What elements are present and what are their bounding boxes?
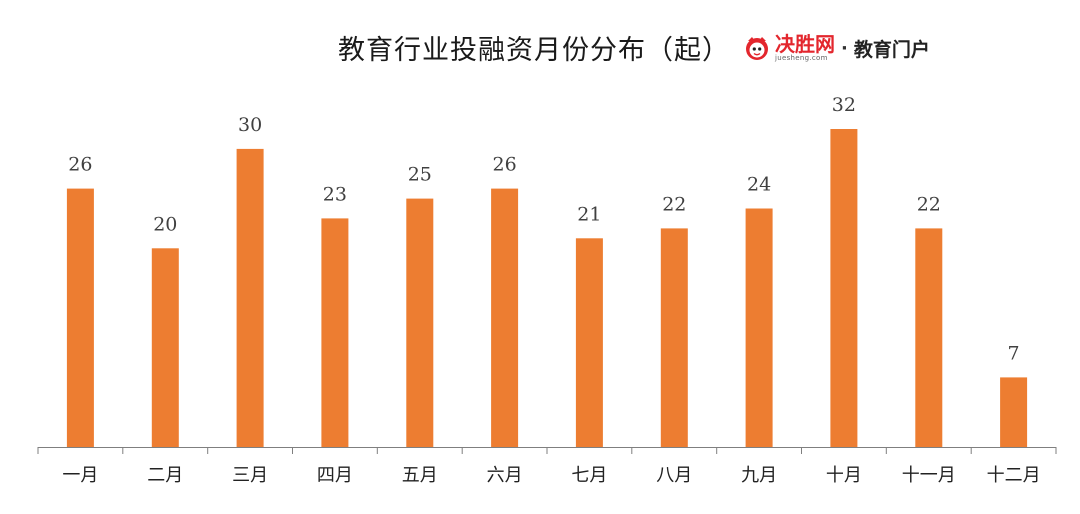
x-axis-tick-labels: 一月 二月 三月 四月 五月 六月 七月 八月 九月 十月 十一月 十二月 [62, 465, 1040, 486]
bar-1 [66, 188, 94, 447]
tick-label-6: 六月 [487, 465, 523, 486]
brand-separator: · [841, 37, 848, 59]
data-labels-layer: 26 20 30 23 25 26 21 22 24 32 22 7 [68, 94, 1019, 364]
tick-label-12: 十二月 [987, 465, 1041, 486]
bar-12 [1000, 377, 1028, 447]
bar-8 [660, 228, 688, 447]
data-label-10: 32 [832, 94, 856, 116]
tick-label-4: 四月 [317, 465, 353, 486]
tick-label-10: 十月 [826, 465, 862, 486]
data-label-4: 23 [323, 183, 347, 205]
bar-10 [830, 129, 858, 447]
bar-9 [745, 208, 773, 447]
brand-url: juesheng.com [775, 54, 828, 62]
tick-label-9: 九月 [741, 465, 777, 486]
tick-label-3: 三月 [232, 465, 268, 486]
data-label-12: 7 [1008, 342, 1020, 364]
bar-6 [491, 188, 519, 447]
bars-layer [66, 129, 1028, 448]
tick-label-7: 七月 [571, 465, 607, 486]
tick-label-2: 二月 [147, 465, 183, 486]
chart-title: 教育行业投融资月份分布（起） [338, 35, 730, 66]
tick-label-8: 八月 [656, 465, 692, 486]
data-label-11: 22 [917, 193, 941, 215]
bar-11 [915, 228, 943, 447]
bar-7 [575, 238, 603, 447]
bar-3 [236, 148, 264, 447]
data-label-1: 26 [68, 154, 92, 176]
data-label-6: 26 [493, 154, 517, 176]
data-label-7: 21 [577, 203, 601, 225]
data-label-8: 22 [662, 193, 686, 215]
bar-2 [151, 248, 179, 448]
brand-tagline: 教育门户 [853, 38, 930, 61]
tick-label-1: 一月 [62, 465, 98, 486]
x-axis-ticks [37, 447, 1057, 454]
tick-label-11: 十一月 [902, 465, 956, 486]
tick-label-5: 五月 [402, 465, 438, 486]
data-label-5: 25 [408, 164, 432, 186]
brand-name-group: 决胜网 juesheng.com [775, 34, 835, 62]
data-label-2: 20 [153, 213, 177, 235]
bar-4 [321, 218, 349, 447]
mascot-logo-icon [746, 37, 768, 60]
data-label-3: 30 [238, 114, 262, 136]
brand-logo-group: 决胜网 juesheng.com · 教育门户 [742, 30, 930, 66]
data-label-9: 24 [747, 174, 771, 196]
brand-name: 决胜网 [775, 32, 835, 56]
bar-5 [406, 198, 434, 447]
